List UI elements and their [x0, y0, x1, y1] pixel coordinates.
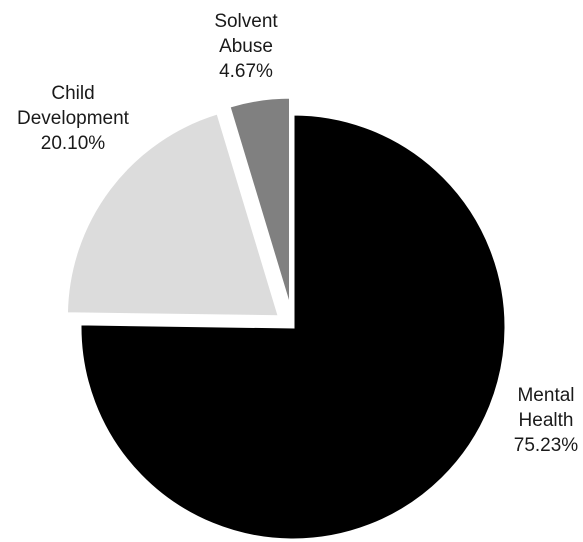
slice-value-label: 20.10% [41, 133, 106, 154]
slice-labels: Mental Health 75.23% Child Development 20.10%… [17, 11, 578, 456]
slice-label-child-development: Child Development 20.10% [17, 83, 130, 154]
slice-label-line: Mental [517, 385, 574, 406]
slice-value-label: 75.23% [514, 435, 579, 456]
pie-slice-solvent-abuse [227, 95, 293, 311]
pie-slice-child-development [64, 111, 282, 319]
slice-label-line: Solvent [214, 11, 278, 32]
slice-value-label: 4.67% [219, 61, 273, 82]
slice-label-line: Development [17, 108, 130, 129]
slice-label-line: Child [51, 83, 94, 104]
pie-slice-mental-health [78, 112, 508, 542]
slice-label-mental-health: Mental Health 75.23% [514, 385, 579, 456]
slice-label-line: Abuse [219, 36, 273, 57]
pie-slices [64, 95, 508, 542]
slice-label-solvent-abuse: Solvent Abuse 4.67% [214, 11, 278, 82]
slice-label-line: Health [519, 410, 574, 431]
